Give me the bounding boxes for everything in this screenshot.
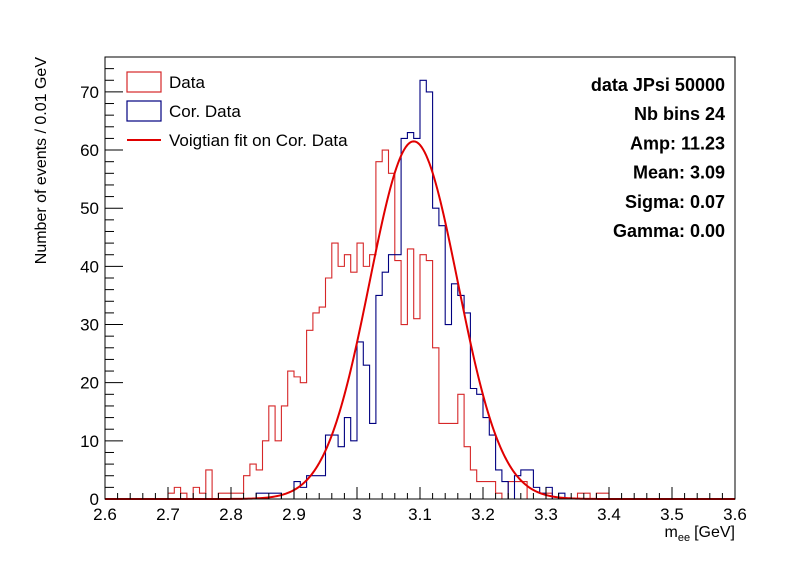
series-data-histogram xyxy=(167,149,610,500)
y-tick-label: 0 xyxy=(90,490,99,509)
stats-line: Amp: 11.23 xyxy=(630,133,725,153)
stats-line: Mean: 3.09 xyxy=(633,163,725,183)
x-tick-label: 3.6 xyxy=(723,505,747,524)
legend: Data Cor. Data Voigtian fit on Cor. Data xyxy=(126,71,348,150)
x-tick-label: 2.9 xyxy=(282,505,306,524)
series-cor-data-histogram xyxy=(255,79,566,500)
x-tick-label: 3.5 xyxy=(660,505,684,524)
stats-line: data JPsi 50000 xyxy=(591,75,725,95)
y-tick-label: 30 xyxy=(80,316,99,335)
x-tick-label: 3 xyxy=(352,505,361,524)
y-axis-title: Number of events / 0.01 GeV xyxy=(33,57,50,265)
x-axis-title-main: m xyxy=(665,524,678,541)
x-tick-label: 2.7 xyxy=(156,505,180,524)
y-tick-label: 50 xyxy=(80,199,99,218)
stats-line: Nb bins 24 xyxy=(634,104,725,124)
x-axis-title: mee [GeV] xyxy=(665,524,735,544)
x-tick-label: 3.4 xyxy=(597,505,621,524)
legend-label: Voigtian fit on Cor. Data xyxy=(169,131,348,150)
x-tick-label: 3.2 xyxy=(471,505,495,524)
stats-box: data JPsi 50000 Nb bins 24 Amp: 11.23 Mean:… xyxy=(591,75,725,241)
y-tick-label: 60 xyxy=(80,141,99,160)
x-tick-label: 3.1 xyxy=(408,505,432,524)
legend-box-marker xyxy=(126,100,162,122)
x-axis-title-unit: [GeV] xyxy=(694,524,735,541)
stats-line: Sigma: 0.07 xyxy=(625,192,725,212)
x-tick-label: 3.3 xyxy=(534,505,558,524)
y-tick-label: 10 xyxy=(80,432,99,451)
legend-box-marker xyxy=(126,71,162,93)
y-tick-label: 20 xyxy=(80,374,99,393)
ticks-layer: 2.6 2.7 2.8 2.9 3 3.1 3.2 3.3 3.4 3.5 3.6 0 10 20 30 40… xyxy=(80,56,747,524)
x-axis-title-sub: ee xyxy=(678,532,690,544)
legend-label: Data xyxy=(169,73,205,92)
y-tick-label: 70 xyxy=(80,83,99,102)
y-tick-label: 40 xyxy=(80,257,99,276)
stats-line: Gamma: 0.00 xyxy=(613,221,725,241)
x-tick-label: 2.6 xyxy=(93,505,117,524)
x-tick-label: 2.8 xyxy=(219,505,243,524)
legend-label: Cor. Data xyxy=(169,102,241,121)
